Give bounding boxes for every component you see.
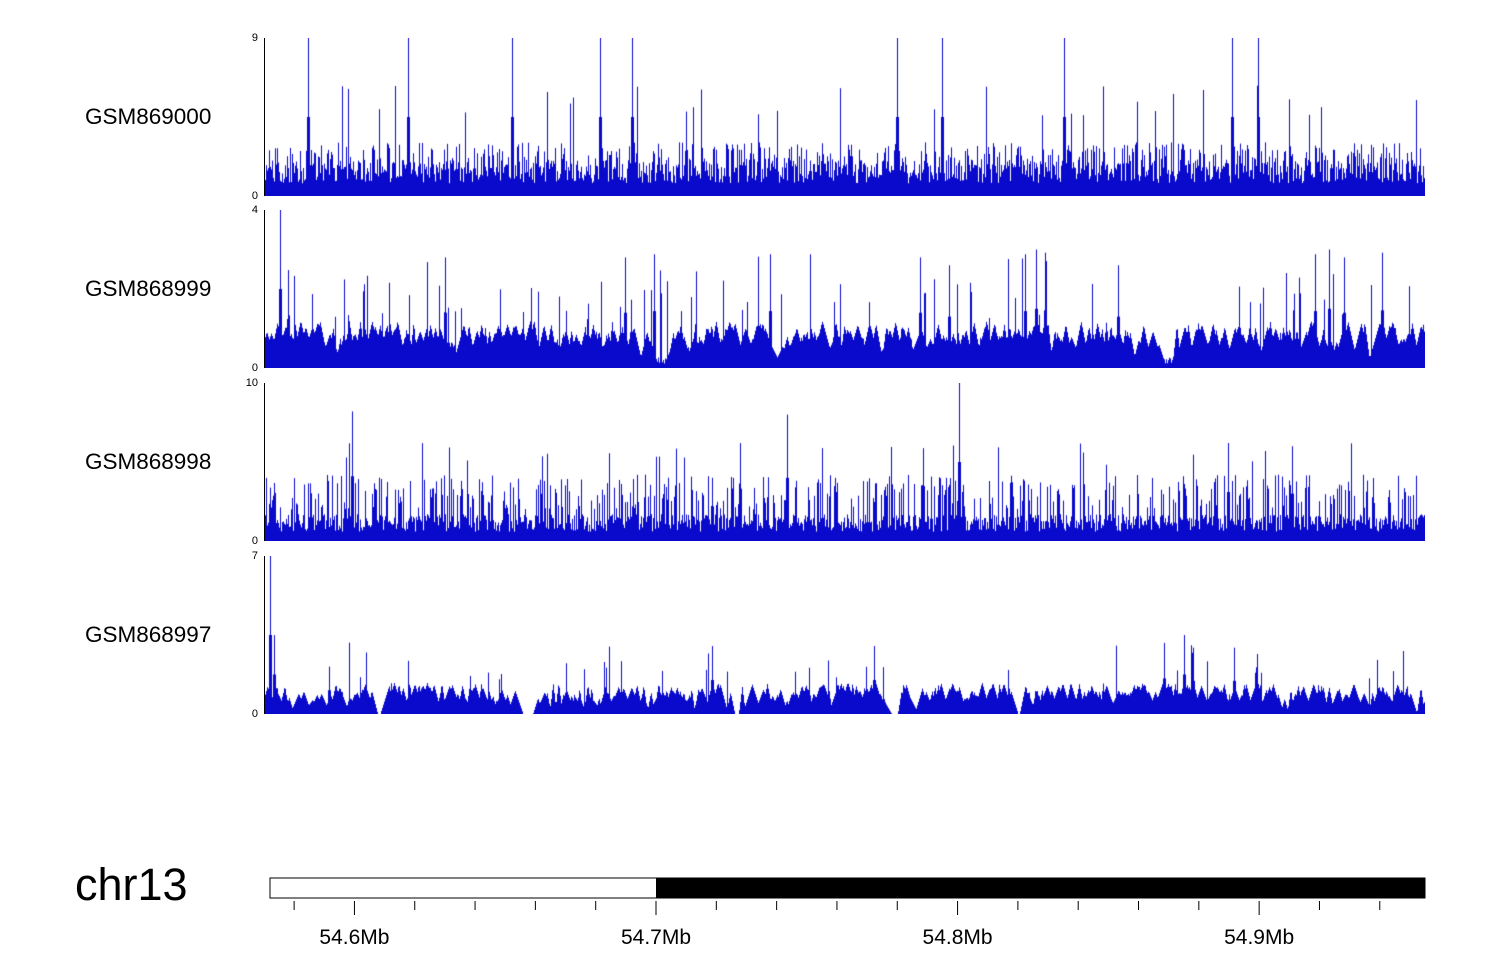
genomic-axis: 54.6Mb 54.7Mb 54.8Mb 54.9Mb	[269, 877, 1426, 949]
y-axis-line	[264, 210, 265, 368]
track-GSM868997: GSM868997 7 0	[0, 550, 1500, 720]
signal-plot	[265, 210, 1425, 368]
chromosome-label: chr13	[75, 859, 188, 910]
track-label: GSM868999	[85, 276, 212, 301]
track-label: GSM868997	[85, 622, 212, 647]
track-GSM868998: GSM868998 10 0	[0, 377, 1500, 547]
track-label: GSM869000	[85, 104, 212, 129]
y-axis-max-label: 7	[251, 550, 258, 562]
axis-tick-label: 54.8Mb	[923, 926, 993, 949]
axis-tick-label: 54.9Mb	[1224, 926, 1294, 949]
y-axis-max-label: 4	[251, 204, 258, 216]
y-axis-zero-label: 0	[251, 190, 258, 202]
track-label: GSM868998	[85, 449, 212, 474]
y-axis-line	[264, 38, 265, 196]
y-axis-zero-label: 0	[251, 362, 258, 374]
signal-plot	[265, 556, 1425, 714]
track-GSM869000: GSM869000 9 0	[0, 32, 1500, 202]
track-GSM868999: GSM868999 4 0	[0, 204, 1500, 374]
signal-plot	[265, 38, 1425, 196]
y-axis-zero-label: 0	[251, 708, 258, 720]
y-axis-zero-label: 0	[251, 535, 258, 547]
y-axis-max-label: 9	[251, 32, 258, 44]
ideogram-filled-region	[656, 878, 1425, 898]
y-axis-line	[264, 556, 265, 714]
y-axis-max-label: 10	[245, 377, 258, 389]
axis-tick-label: 54.7Mb	[621, 926, 691, 949]
y-axis-line	[264, 383, 265, 541]
signal-plot	[265, 383, 1425, 541]
axis-tick-label: 54.6Mb	[319, 926, 389, 949]
